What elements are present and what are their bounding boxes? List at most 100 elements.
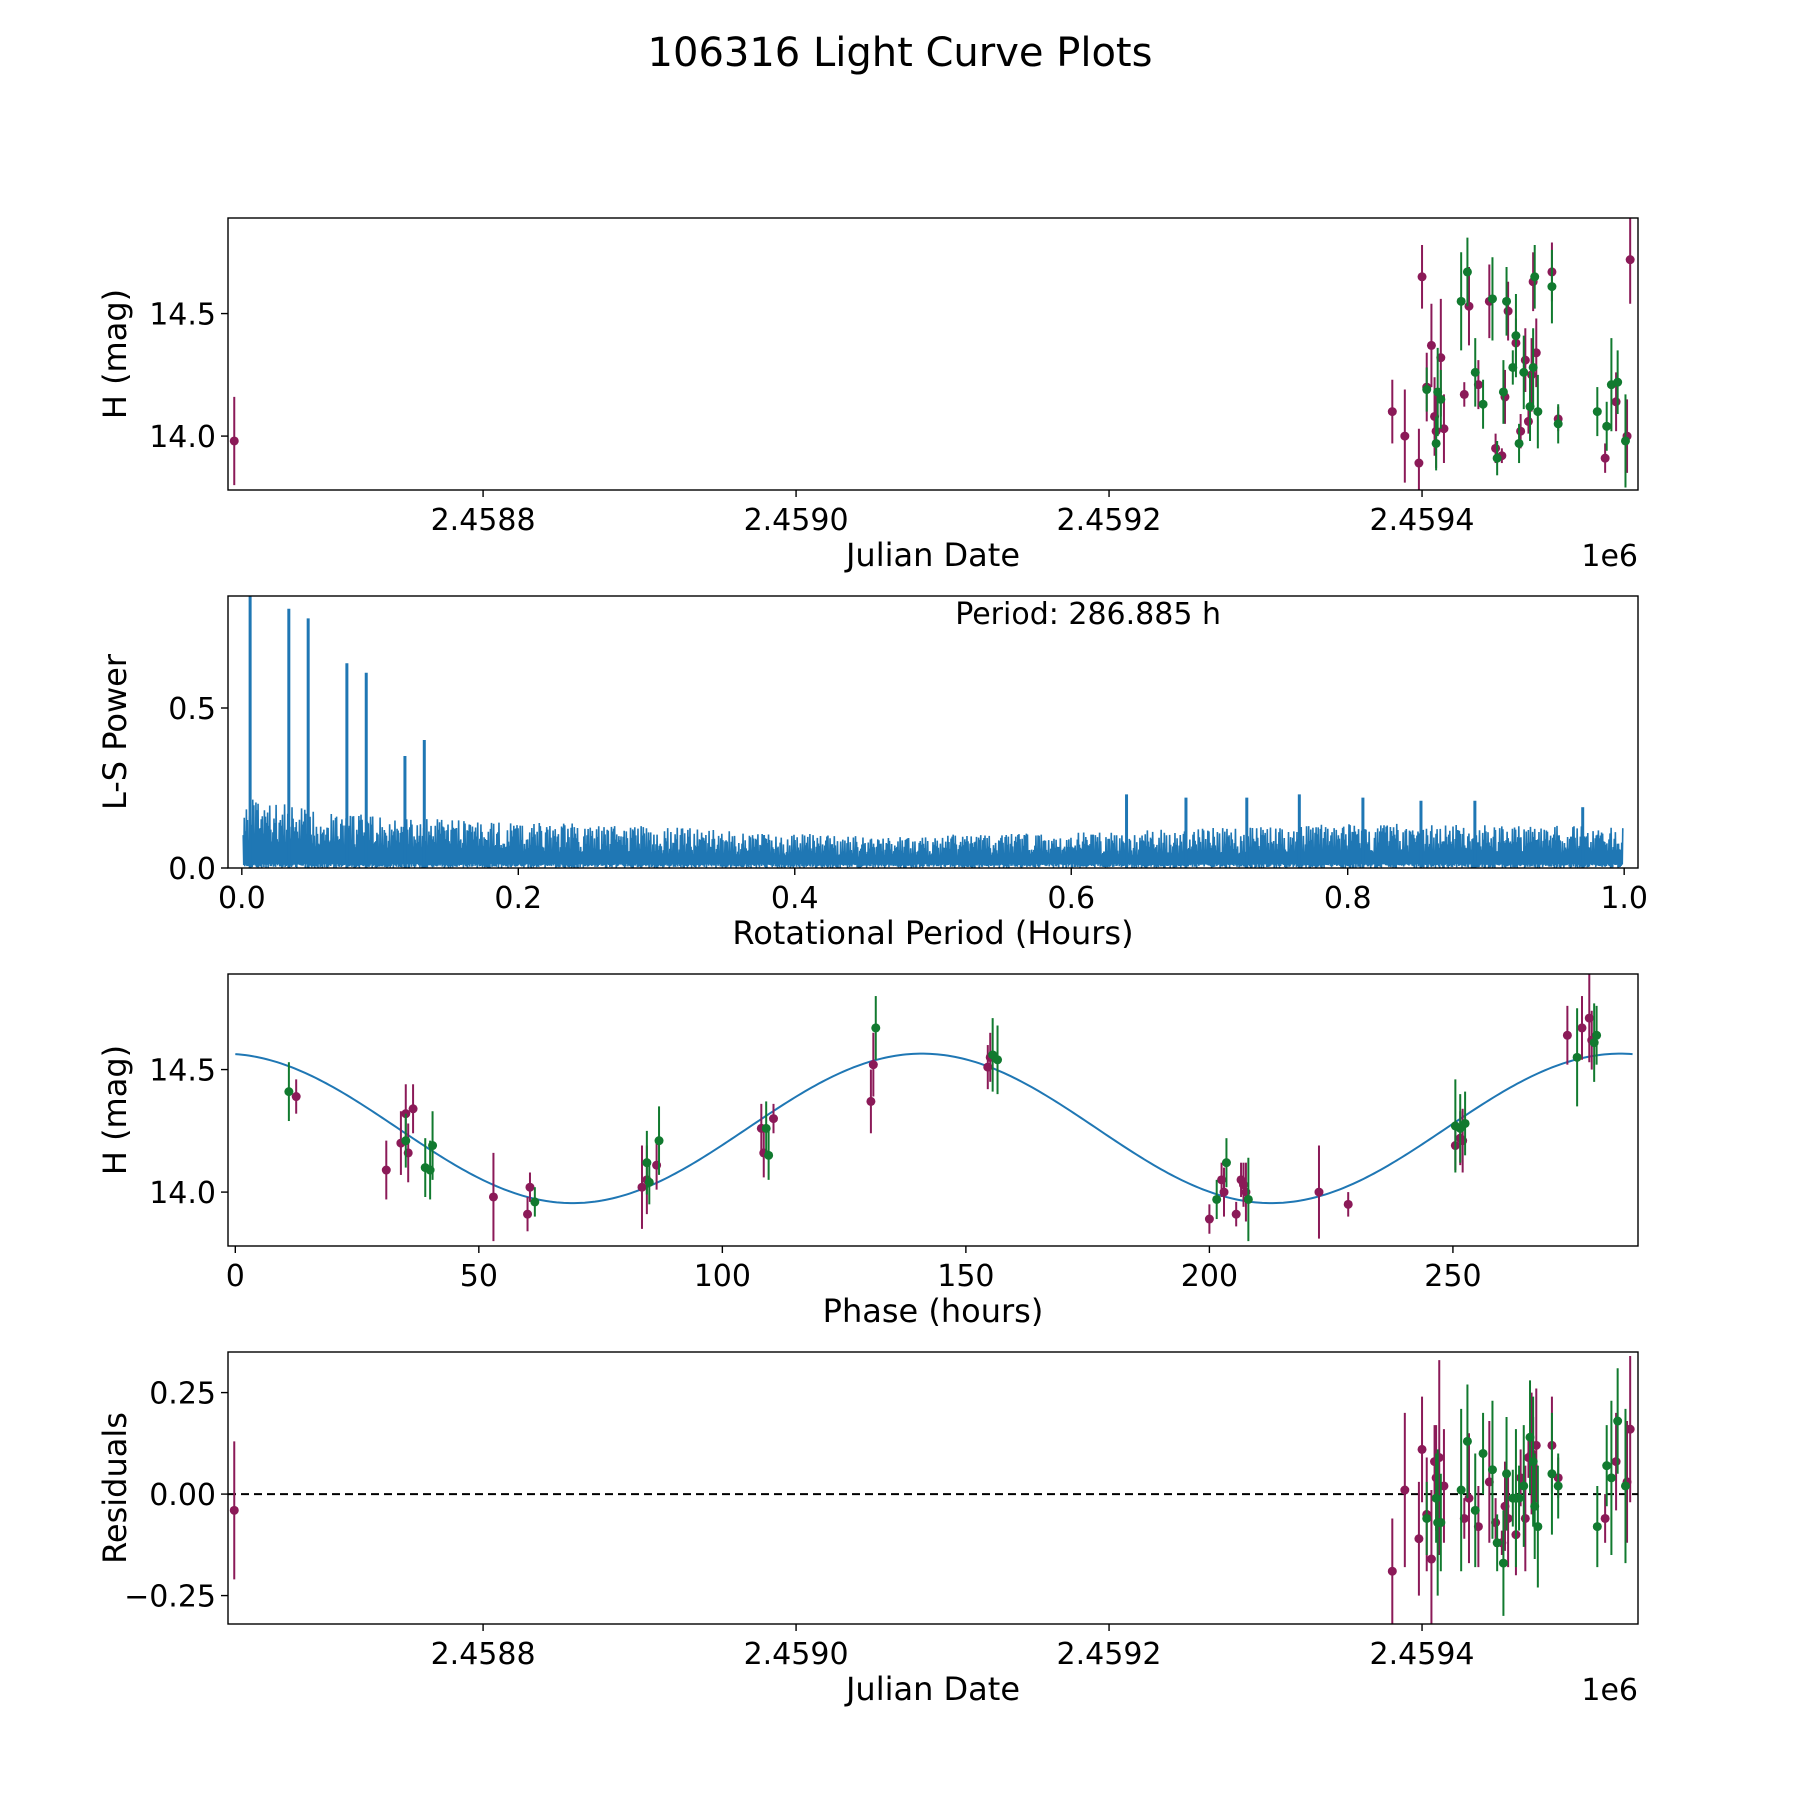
light-curve-plot-area — [229, 218, 1635, 490]
phase-folded-band-a-point-6 — [488, 1192, 498, 1202]
phase-folded-band-a-point-31 — [1562, 1030, 1572, 1040]
light-curve-band-a-point-18 — [1503, 306, 1513, 316]
phase-folded-band-a-point-19 — [1204, 1214, 1214, 1224]
residuals-xtick-label-3: 2.4594 — [1370, 1637, 1475, 1672]
phase-folded-band-a-point-7 — [523, 1209, 533, 1219]
light-curve-band-b-point-11 — [1502, 296, 1512, 306]
residuals-plot-area — [228, 1356, 1638, 1624]
residuals-band-a-point-12 — [1464, 1493, 1474, 1503]
residuals-band-b-point-22 — [1592, 1522, 1602, 1532]
residuals-band-b-point-21 — [1553, 1481, 1563, 1491]
residuals-xlabel: Julian Date — [844, 1670, 1020, 1708]
residuals-band-a-point-2 — [1400, 1485, 1410, 1495]
light-curve-band-b-point-23 — [1602, 421, 1612, 431]
residuals-band-b-point-1 — [1431, 1493, 1441, 1503]
residuals-band-b-point-9 — [1492, 1538, 1502, 1548]
figure-title: 106316 Light Curve Plots — [648, 30, 1153, 76]
residuals-band-b-point-5 — [1462, 1436, 1472, 1446]
light-curve-band-b-point-7 — [1478, 399, 1488, 409]
periodogram-ytick-label-0: 0.0 — [168, 852, 216, 887]
light-curve-frame — [227, 217, 1639, 491]
residuals-band-b — [1422, 1368, 1630, 1616]
light-curve-band-b-point-15 — [1519, 367, 1529, 377]
light-curve-band-b-point-3 — [1436, 394, 1446, 404]
phase-folded-band-a-point-32 — [1577, 1023, 1587, 1033]
light-curve-offset-label: 1e6 — [1581, 539, 1638, 574]
phase-folded-band-b-point-0 — [284, 1087, 294, 1097]
residuals-ytick-label-2: 0.25 — [149, 1377, 216, 1412]
residuals-band-b-point-20 — [1547, 1469, 1557, 1479]
residuals-band-b-point-26 — [1620, 1481, 1630, 1491]
phase-folded-band-a-point-5 — [408, 1104, 418, 1114]
residuals-band-b-point-15 — [1519, 1481, 1529, 1491]
residuals-offset-label: 1e6 — [1581, 1673, 1638, 1708]
residuals-band-b-point-23 — [1602, 1461, 1612, 1471]
phase-folded-band-a-point-0 — [291, 1092, 301, 1102]
phase-folded-band-b-point-22 — [1592, 1030, 1602, 1040]
residuals-band-a-point-3 — [1414, 1534, 1424, 1544]
periodogram-xlabel: Rotational Period (Hours) — [732, 914, 1133, 952]
residuals-band-b-point-3 — [1436, 1518, 1446, 1528]
light-curve-band-b-point-5 — [1462, 267, 1472, 277]
residuals-band-a-point-28 — [1600, 1513, 1610, 1523]
phase-folded-band-b-point-13 — [993, 1055, 1003, 1065]
phase-folded-band-b-point-7 — [644, 1177, 654, 1187]
panel-light-curve: 2.4588 2.4590 2.4592 2.4594 14.0 14.5 Julian D… — [96, 217, 1639, 574]
residuals-band-b-point-17 — [1528, 1457, 1538, 1467]
light-curve-ylabel: H (mag) — [96, 289, 134, 419]
phase-folded-band-a-point-9 — [637, 1182, 647, 1192]
residuals-band-a-point-1 — [1387, 1566, 1397, 1576]
phase-folded-xtick-label-3: 150 — [937, 1259, 994, 1294]
light-curve-ytick-label-0: 14.0 — [149, 420, 216, 455]
residuals-band-b-point-11 — [1502, 1469, 1512, 1479]
phase-folded-band-b-point-14 — [1212, 1194, 1222, 1204]
light-curve-band-a-point-12 — [1464, 301, 1474, 311]
light-curve-band-a-point-3 — [1414, 458, 1424, 468]
residuals-band-b-point-8 — [1487, 1465, 1497, 1475]
phase-folded-band-a-point-8 — [525, 1182, 535, 1192]
light-curve-band-a-point-0 — [229, 436, 239, 446]
residuals-band-a-point-29 — [1611, 1457, 1621, 1467]
phase-folded-band-b-point-10 — [764, 1150, 774, 1160]
light-curve-band-b-point-20 — [1547, 282, 1557, 292]
panel-residuals: 2.4588 2.4590 2.4592 2.4594 −0.25 0.00 0.25 Jul… — [96, 1351, 1639, 1708]
residuals-band-b-point-6 — [1470, 1505, 1480, 1515]
phase-folded-band-a-point-15 — [866, 1096, 876, 1106]
periodogram-xtick-label-1: 0.2 — [494, 881, 542, 916]
phase-folded-xtick-label-1: 50 — [460, 1259, 498, 1294]
residuals-band-a-point-31 — [1625, 1424, 1635, 1434]
residuals-ylabel: Residuals — [96, 1412, 134, 1564]
periodogram-ylabel: L-S Power — [96, 653, 134, 810]
residuals-frame — [227, 1351, 1639, 1625]
light-curve-band-b-point-13 — [1511, 331, 1521, 341]
periodogram-line — [242, 799, 1624, 868]
light-curve-band-b-point-0 — [1422, 385, 1432, 395]
phase-folded-xtick-label-2: 100 — [694, 1259, 751, 1294]
periodogram-ytick-label-1: 0.5 — [168, 692, 216, 727]
panels: 2.4588 2.4590 2.4592 2.4594 14.0 14.5 Julian D… — [96, 217, 1648, 1708]
phase-folded-xtick-label-0: 0 — [226, 1259, 245, 1294]
phase-folded-band-b-point-15 — [1221, 1158, 1231, 1168]
light-curve-band-b-point-9 — [1492, 453, 1502, 463]
phase-folded-ytick-label-1: 14.5 — [149, 1054, 216, 1089]
light-curve-xtick-label-2: 2.4592 — [1057, 503, 1162, 538]
phase-folded-ytick-label-0: 14.0 — [149, 1176, 216, 1211]
residuals-ytick-label-0: −0.25 — [124, 1580, 216, 1615]
periodogram-period-annotation: Period: 286.885 h — [955, 597, 1221, 632]
phase-folded-band-a-point-21 — [1219, 1187, 1229, 1197]
light-curve-band-b-point-4 — [1456, 296, 1466, 306]
residuals-band-b-point-24 — [1606, 1473, 1616, 1483]
residuals-band-a-point-0 — [229, 1505, 239, 1515]
periodogram-xtick-label-4: 0.8 — [1324, 881, 1372, 916]
phase-folded-xlabel: Phase (hours) — [823, 1292, 1044, 1330]
phase-folded-band-b-point-1 — [401, 1136, 411, 1146]
light-curve-band-a-point-22 — [1523, 416, 1533, 426]
residuals-band-b-point-10 — [1498, 1558, 1508, 1568]
phase-folded-xtick-label-4: 200 — [1181, 1259, 1238, 1294]
phase-folded-band-a-point-16 — [868, 1060, 878, 1070]
light-curve-band-a-point-28 — [1600, 453, 1610, 463]
residuals-xtick-label-1: 2.4590 — [744, 1637, 849, 1672]
phase-folded-band-b-point-9 — [761, 1123, 771, 1133]
phase-folded-band-b-point-19 — [1460, 1118, 1470, 1128]
